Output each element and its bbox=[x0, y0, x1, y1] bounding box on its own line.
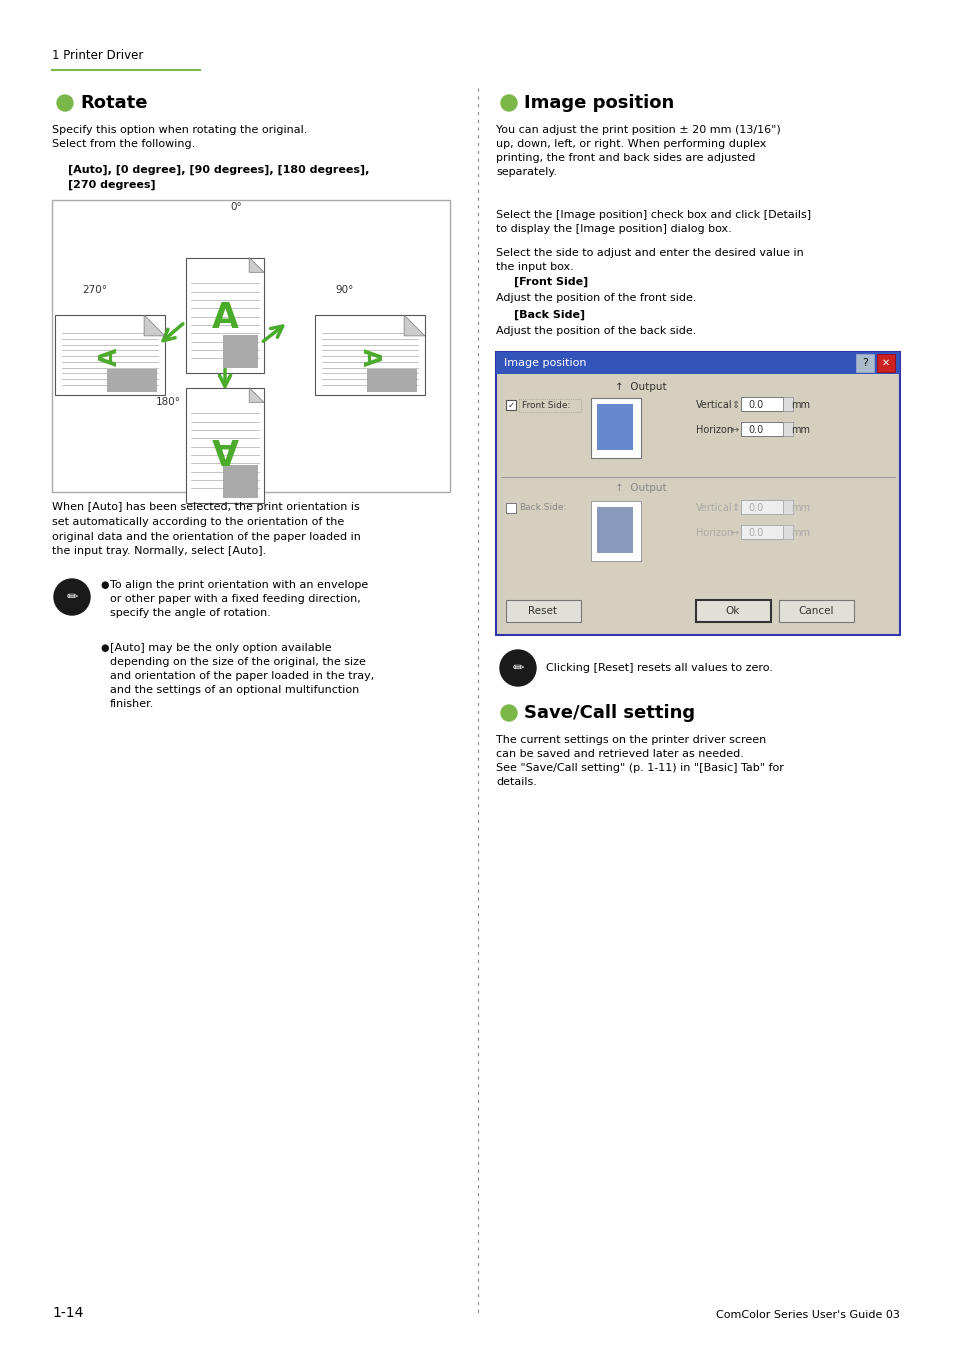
Bar bbox=[876, 354, 894, 372]
Bar bbox=[779, 600, 853, 621]
Bar bbox=[52, 200, 450, 492]
Circle shape bbox=[57, 95, 73, 111]
Text: 0.0: 0.0 bbox=[747, 528, 762, 538]
Text: ?: ? bbox=[862, 358, 867, 367]
Text: When [Auto] has been selected, the print orientation is
set automatically accord: When [Auto] has been selected, the print… bbox=[52, 503, 360, 557]
Text: ↔: ↔ bbox=[730, 426, 739, 435]
Polygon shape bbox=[55, 315, 165, 394]
Text: Front Side:: Front Side: bbox=[521, 400, 570, 409]
Polygon shape bbox=[404, 315, 424, 336]
Polygon shape bbox=[223, 465, 258, 499]
Polygon shape bbox=[249, 388, 264, 403]
Circle shape bbox=[500, 705, 517, 721]
Text: 1-14: 1-14 bbox=[52, 1306, 83, 1320]
Text: mm: mm bbox=[790, 528, 809, 538]
Text: 0.0: 0.0 bbox=[747, 426, 762, 435]
Text: mm: mm bbox=[790, 503, 809, 513]
Polygon shape bbox=[107, 369, 156, 392]
Text: ComColor Series User's Guide 03: ComColor Series User's Guide 03 bbox=[716, 1310, 899, 1320]
Bar bbox=[782, 422, 792, 436]
Text: A: A bbox=[212, 301, 238, 335]
Text: ✓: ✓ bbox=[507, 400, 514, 409]
Bar bbox=[505, 503, 516, 513]
Bar bbox=[496, 353, 899, 374]
Text: 0.0: 0.0 bbox=[747, 400, 762, 409]
Text: Specify this option when rotating the original.
Select from the following.: Specify this option when rotating the or… bbox=[52, 126, 307, 149]
Text: ↑  Output: ↑ Output bbox=[615, 382, 666, 392]
Text: mm: mm bbox=[790, 426, 809, 435]
Bar bbox=[518, 399, 580, 412]
Text: Save/Call setting: Save/Call setting bbox=[523, 704, 695, 721]
Text: ↑  Output: ↑ Output bbox=[615, 484, 666, 493]
Text: Reset: Reset bbox=[528, 607, 557, 616]
Text: ⇕: ⇕ bbox=[730, 503, 739, 513]
Text: Adjust the position of the front side.: Adjust the position of the front side. bbox=[496, 293, 696, 303]
Text: Image position: Image position bbox=[503, 358, 586, 367]
Bar bbox=[505, 400, 516, 409]
Text: ●: ● bbox=[100, 580, 109, 590]
Circle shape bbox=[499, 650, 536, 686]
Text: Horizon: Horizon bbox=[696, 426, 732, 435]
Text: ✏: ✏ bbox=[66, 590, 78, 604]
Text: A: A bbox=[357, 347, 381, 366]
Text: Clicking [Reset] resets all values to zero.: Clicking [Reset] resets all values to ze… bbox=[545, 663, 772, 673]
Bar bbox=[740, 422, 782, 436]
Bar bbox=[782, 526, 792, 539]
Circle shape bbox=[500, 95, 517, 111]
Circle shape bbox=[54, 580, 90, 615]
Text: Ok: Ok bbox=[725, 607, 740, 616]
Text: 0.0: 0.0 bbox=[747, 503, 762, 513]
Bar bbox=[590, 399, 640, 458]
Bar bbox=[696, 600, 770, 621]
Text: Cancel: Cancel bbox=[798, 607, 833, 616]
Text: Horizon: Horizon bbox=[696, 528, 732, 538]
Text: Select the [Image position] check box and click [Details]
to display the [Image : Select the [Image position] check box an… bbox=[496, 209, 810, 234]
Bar bbox=[590, 501, 640, 561]
Text: To align the print orientation with an envelope
or other paper with a fixed feed: To align the print orientation with an e… bbox=[110, 580, 368, 617]
Text: 180°: 180° bbox=[156, 397, 181, 407]
Polygon shape bbox=[144, 315, 165, 336]
Bar bbox=[782, 397, 792, 411]
Text: You can adjust the print position ± 20 mm (13/16")
up, down, left, or right. Whe: You can adjust the print position ± 20 m… bbox=[496, 126, 780, 177]
Polygon shape bbox=[367, 369, 416, 392]
Text: Select the side to adjust and enter the desired value in
the input box.: Select the side to adjust and enter the … bbox=[496, 249, 803, 272]
Polygon shape bbox=[223, 335, 258, 367]
Text: 1 Printer Driver: 1 Printer Driver bbox=[52, 49, 143, 62]
Text: A: A bbox=[212, 431, 238, 465]
Text: Vertical: Vertical bbox=[696, 503, 732, 513]
Polygon shape bbox=[314, 315, 424, 394]
Text: [Back Side]: [Back Side] bbox=[514, 309, 584, 320]
Text: 0°: 0° bbox=[230, 203, 241, 212]
Text: Back.Side:: Back.Side: bbox=[518, 504, 566, 512]
Text: Image position: Image position bbox=[523, 95, 674, 112]
Text: ✕: ✕ bbox=[881, 358, 889, 367]
Text: ⇕: ⇕ bbox=[730, 400, 739, 409]
Polygon shape bbox=[186, 388, 264, 503]
Text: Rotate: Rotate bbox=[80, 95, 148, 112]
Bar bbox=[597, 404, 633, 450]
Text: 90°: 90° bbox=[335, 285, 353, 295]
Text: ●: ● bbox=[100, 643, 109, 653]
Bar bbox=[740, 526, 782, 539]
Bar bbox=[782, 500, 792, 513]
Bar bbox=[597, 507, 633, 553]
Text: Vertical: Vertical bbox=[696, 400, 732, 409]
Polygon shape bbox=[186, 258, 264, 373]
Text: The current settings on the printer driver screen
can be saved and retrieved lat: The current settings on the printer driv… bbox=[496, 735, 783, 788]
Bar bbox=[740, 397, 782, 411]
Bar bbox=[505, 600, 580, 621]
Text: [Front Side]: [Front Side] bbox=[514, 277, 588, 288]
Text: 270°: 270° bbox=[82, 285, 107, 295]
Bar bbox=[496, 353, 899, 635]
Text: [Auto] may be the only option available
depending on the size of the original, t: [Auto] may be the only option available … bbox=[110, 643, 374, 709]
Bar bbox=[855, 354, 873, 372]
Text: mm: mm bbox=[790, 400, 809, 409]
Polygon shape bbox=[249, 258, 264, 273]
Text: ✏: ✏ bbox=[512, 661, 523, 676]
Bar bbox=[740, 500, 782, 513]
Text: Adjust the position of the back side.: Adjust the position of the back side. bbox=[496, 326, 696, 336]
Text: ↔: ↔ bbox=[730, 528, 739, 538]
Text: A: A bbox=[98, 347, 122, 366]
Text: [Auto], [0 degree], [90 degrees], [180 degrees],
[270 degrees]: [Auto], [0 degree], [90 degrees], [180 d… bbox=[68, 165, 369, 189]
